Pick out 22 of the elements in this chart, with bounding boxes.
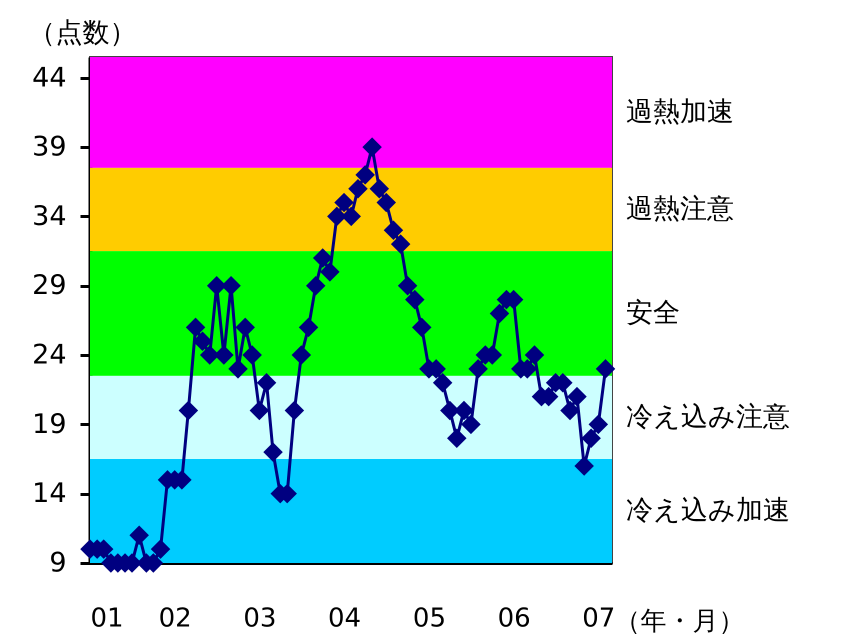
y-tick-label: 44 (32, 62, 66, 94)
y-tick-label: 39 (32, 132, 66, 163)
y-tick-label: 24 (32, 340, 66, 371)
x-tick-label: 01 (90, 604, 124, 634)
y-tick-label: 29 (32, 270, 66, 302)
band-label: 過熱加速 (626, 96, 734, 128)
y-tick-label: 19 (32, 408, 66, 440)
x-tick-label: 03 (243, 604, 276, 634)
band-label: 冷え込み注意 (626, 401, 790, 432)
x-axis-title: （年・月） (614, 606, 744, 636)
y-tick-label: 34 (32, 200, 66, 232)
y-axis-title: （点数） (28, 18, 136, 48)
band-label: 安全 (626, 297, 680, 328)
band-label: 過熱注意 (626, 193, 734, 224)
x-tick-label: 06 (498, 604, 531, 634)
x-tick-label: 07 (582, 604, 616, 634)
x-tick-label: 02 (158, 604, 192, 634)
band-label: 冷え込み加速 (626, 495, 790, 526)
x-tick-label: 05 (412, 604, 446, 634)
y-tick-label: 14 (32, 478, 66, 510)
x-tick-label: 04 (328, 604, 362, 634)
y-tick-label: 9 (49, 548, 66, 578)
